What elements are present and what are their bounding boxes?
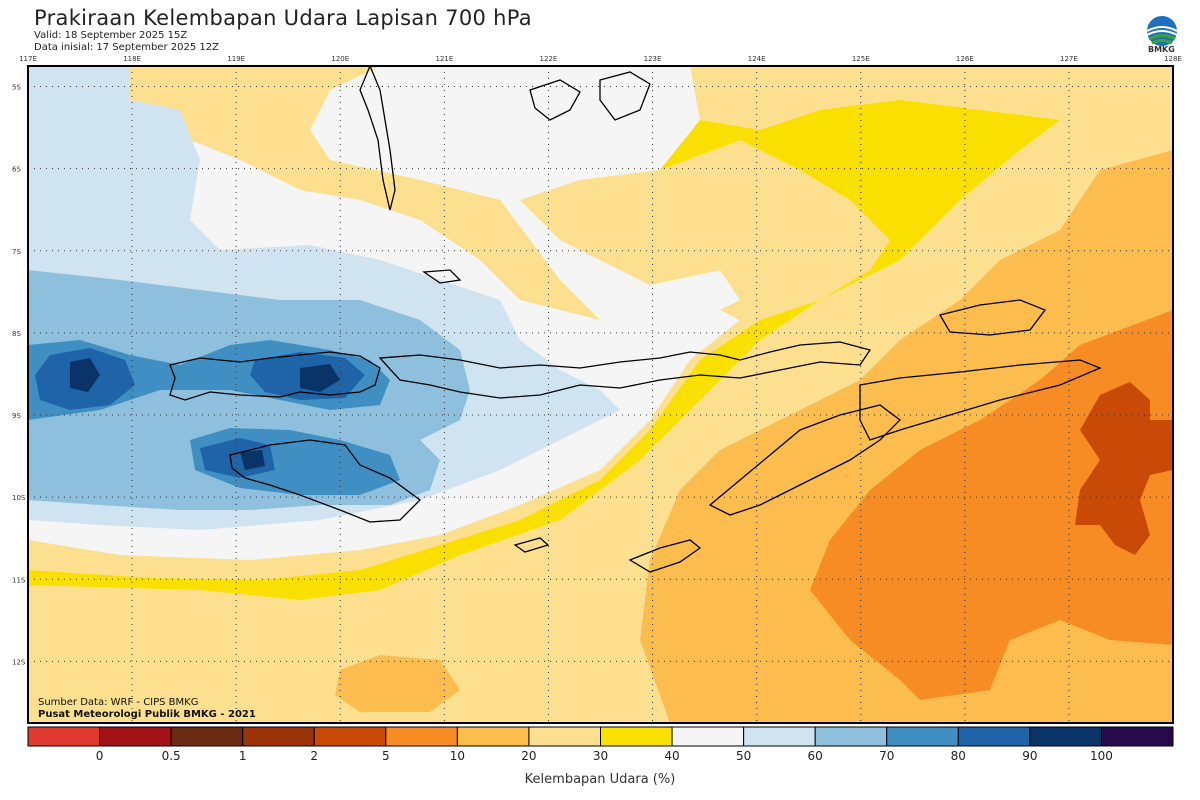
init-time: Data inisial: 17 September 2025 12Z [34, 42, 219, 53]
coast-buton [529, 79, 581, 121]
coast-timor-east [859, 359, 1102, 441]
coast-timor [708, 404, 901, 516]
zone-10-20-south [335, 655, 460, 712]
coast-sumbawa-lombok [169, 351, 381, 401]
colorbar-swatch [528, 726, 601, 747]
colorbar-tick-label: 60 [808, 749, 823, 763]
zone-90-100-b [300, 364, 340, 392]
logo-label: BMKG [1148, 45, 1175, 54]
coast-flores [378, 341, 872, 399]
zone-90-100 [70, 358, 100, 392]
map-frame [27, 65, 1174, 724]
colorbar-swatch [242, 726, 315, 747]
lon-tick-label: 117E [19, 55, 37, 63]
lon-tick-label: 120E [331, 55, 349, 63]
lon-tick-label: 118E [123, 55, 141, 63]
colorbar-title: Kelembapan Udara (%) [524, 772, 676, 787]
colorbar-tick-label: 80 [951, 749, 966, 763]
colorbar-tick-label: 10 [450, 749, 465, 763]
colorbar-swatch [313, 726, 387, 747]
colorbar-swatch [743, 726, 816, 747]
lat-tick-label: 5S [12, 84, 21, 92]
colorbar-swatch [814, 726, 888, 747]
lon-tick-label: 128E [1164, 55, 1182, 63]
lon-tick-label: 124E [748, 55, 766, 63]
zone-5-10 [810, 310, 1173, 700]
lat-labels: 5S 6S 7S 8S 9S 10S 11S 12S [12, 84, 26, 667]
coast-selayar [422, 269, 462, 284]
colorbar-tick-label: 0.5 [162, 749, 181, 763]
colorbar-swatch [671, 726, 745, 747]
data-source: Sumber Data: WRF - CIPS BMKG [38, 697, 199, 708]
lon-labels: 117E 118E 119E 120E 121E 122E 123E 124E 125E 126E… [19, 55, 1182, 63]
coast-rote [628, 539, 702, 573]
coast-savu [513, 537, 550, 553]
lon-tick-label: 127E [1060, 55, 1078, 63]
lat-tick-label: 11S [12, 576, 26, 584]
lat-tick-label: 8S [12, 330, 21, 338]
colorbar-tick-label: 5 [382, 749, 390, 763]
lon-tick-label: 125E [852, 55, 870, 63]
lat-tick-label: 12S [12, 658, 26, 666]
colorbar-tick-label: 0 [96, 749, 104, 763]
coast-muna [599, 71, 651, 121]
coast-sulawesi [359, 66, 396, 211]
colorbar [27, 726, 1174, 747]
colorbar-swatch [1029, 726, 1102, 747]
bmkg-logo-icon [1146, 16, 1178, 46]
zone-2-5 [1075, 382, 1173, 555]
colorbar-tick-label: 90 [1022, 749, 1037, 763]
valid-time: Valid: 18 September 2025 15Z [34, 30, 188, 41]
colorbar-swatch [99, 726, 172, 747]
colorbar-swatch [456, 726, 530, 747]
colorbar-tick-label: 30 [593, 749, 608, 763]
colorbar-swatch [385, 726, 458, 747]
colorbar-swatch [1100, 726, 1174, 747]
lat-tick-label: 7S [12, 248, 21, 256]
coast-alor [938, 299, 1047, 336]
organization: Pusat Meteorologi Publik BMKG - 2021 [38, 709, 256, 720]
humidity-field [28, 66, 1173, 723]
map-title: Prakiraan Kelembapan Udara Lapisan 700 h… [34, 6, 532, 30]
colorbar-tick-label: 50 [736, 749, 751, 763]
colorbar-tick-label: 100 [1090, 749, 1113, 763]
colorbar-swatch [957, 726, 1031, 747]
lat-tick-label: 6S [12, 166, 21, 174]
lon-tick-label: 121E [435, 55, 453, 63]
coastlines [169, 66, 1102, 573]
coast-sumba [229, 439, 421, 523]
lon-tick-label: 119E [227, 55, 245, 63]
colorbar-swatch [600, 726, 673, 747]
colorbar-tick-label: 20 [521, 749, 536, 763]
colorbar-tick-label: 2 [310, 749, 318, 763]
colorbar-labels: 0 0.5 1 2 5 10 20 30 40 50 60 70 80 90 100 [96, 749, 1113, 763]
colorbar-tick-label: 40 [664, 749, 679, 763]
lon-tick-label: 122E [540, 55, 558, 63]
lon-tick-label: 123E [644, 55, 662, 63]
colorbar-tick-label: 1 [239, 749, 247, 763]
zone-90-100-c [240, 450, 265, 470]
colorbar-swatch [170, 726, 244, 747]
lon-tick-label: 126E [956, 55, 974, 63]
lat-lon-grid [28, 66, 1173, 723]
colorbar-swatch [27, 726, 101, 747]
lat-tick-label: 9S [12, 412, 21, 420]
colorbar-swatch [886, 726, 959, 747]
colorbar-tick-label: 70 [879, 749, 894, 763]
lat-tick-label: 10S [12, 494, 26, 502]
